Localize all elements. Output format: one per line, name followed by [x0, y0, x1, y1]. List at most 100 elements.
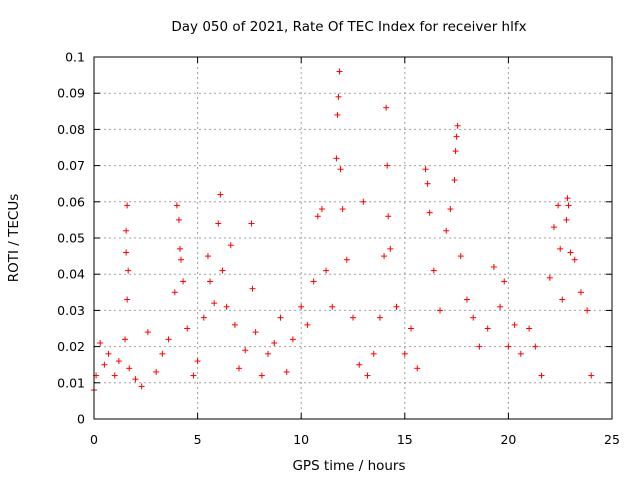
data-point: [414, 365, 421, 372]
data-point: [184, 325, 191, 332]
data-point: [144, 329, 151, 336]
data-point: [384, 162, 391, 169]
data-point: [289, 336, 296, 343]
data-point: [538, 372, 545, 379]
data-point: [343, 256, 350, 263]
y-tick-label: 0: [77, 412, 85, 427]
data-point: [123, 249, 130, 256]
data-point: [453, 133, 460, 140]
y-tick-label: 0.06: [57, 194, 85, 209]
data-point: [383, 104, 390, 111]
data-point: [385, 213, 392, 220]
data-point: [258, 372, 265, 379]
data-point: [329, 303, 336, 310]
data-point: [454, 122, 461, 129]
data-point: [426, 209, 433, 216]
data-point: [111, 372, 118, 379]
data-point: [470, 314, 477, 321]
x-tick-label: 15: [397, 432, 413, 447]
data-point: [490, 263, 497, 270]
data-point: [452, 148, 459, 155]
data-point: [125, 267, 132, 274]
y-tick-label: 0.1: [65, 50, 85, 65]
y-tick-label: 0.08: [57, 122, 85, 137]
data-point: [571, 256, 578, 263]
data-point: [265, 350, 272, 357]
y-tick-label: 0.01: [57, 375, 85, 390]
data-point: [252, 329, 259, 336]
data-point: [215, 220, 222, 227]
y-axis-label: ROTI / TECUs: [6, 194, 22, 282]
data-point: [217, 191, 224, 198]
data-point: [249, 285, 256, 292]
data-point: [178, 256, 185, 263]
data-point: [231, 321, 238, 328]
data-point: [526, 325, 533, 332]
data-point: [283, 368, 290, 375]
data-point: [424, 180, 431, 187]
data-point: [323, 267, 330, 274]
data-point: [165, 336, 172, 343]
data-point: [463, 296, 470, 303]
data-point: [333, 155, 340, 162]
data-point: [124, 202, 131, 209]
data-point: [310, 278, 317, 285]
data-point: [126, 365, 133, 372]
data-point: [219, 267, 226, 274]
data-point: [194, 358, 201, 365]
data-point: [115, 358, 122, 365]
data-point: [588, 372, 595, 379]
tick-labels: 0 5 10 15 20 25 0 0.01 0.02 0.03 0.04 0.05 0.06 0.07 0…: [57, 50, 620, 448]
data-point: [422, 166, 429, 173]
data-point: [401, 350, 408, 357]
data-point: [497, 303, 504, 310]
data-point: [132, 376, 139, 383]
data-point: [304, 321, 311, 328]
data-point: [298, 303, 305, 310]
data-point: [153, 368, 160, 375]
data-point: [101, 361, 108, 368]
data-point: [584, 307, 591, 314]
data-point: [484, 325, 491, 332]
data-point: [227, 242, 234, 249]
data-point: [557, 245, 564, 252]
y-tick-label: 0.05: [57, 231, 85, 246]
data-point: [336, 68, 343, 75]
data-point: [124, 296, 131, 303]
axis-ticks: [93, 56, 613, 420]
data-point: [335, 93, 342, 100]
x-tick-label: 0: [90, 432, 98, 447]
data-point: [550, 224, 557, 231]
data-point: [546, 274, 553, 281]
data-point: [242, 347, 249, 354]
data-point: [173, 202, 180, 209]
data-point: [334, 111, 341, 118]
data-point: [476, 343, 483, 350]
x-tick-label: 10: [293, 432, 309, 447]
data-point: [105, 350, 112, 357]
data-point: [447, 206, 454, 213]
data-point: [271, 339, 278, 346]
data-point: [501, 278, 508, 285]
x-axis-label: GPS time / hours: [292, 458, 405, 474]
data-point: [223, 303, 230, 310]
data-point: [97, 339, 104, 346]
y-tick-label: 0.09: [57, 86, 85, 101]
data-point: [430, 267, 437, 274]
data-point: [376, 314, 383, 321]
data-point: [190, 372, 197, 379]
data-point: [350, 314, 356, 321]
data-point: [204, 253, 211, 260]
data-point: [159, 350, 166, 357]
data-point: [577, 289, 584, 296]
data-point: [207, 278, 214, 285]
data-point: [393, 303, 400, 310]
data-point: [176, 245, 183, 252]
data-point: [314, 213, 321, 220]
data-point: [457, 253, 464, 260]
data-points: [91, 68, 595, 394]
data-point: [360, 198, 367, 205]
data-point: [517, 350, 524, 357]
data-point: [511, 321, 518, 328]
